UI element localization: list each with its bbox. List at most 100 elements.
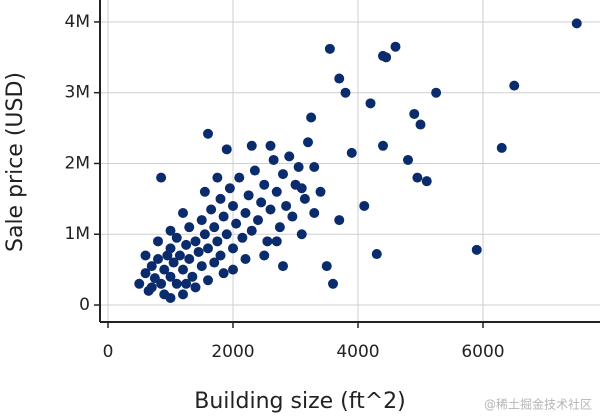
point	[265, 204, 276, 215]
point	[299, 193, 310, 204]
point	[359, 200, 370, 211]
point	[287, 211, 298, 222]
point	[271, 236, 282, 247]
point	[140, 268, 151, 279]
point	[156, 172, 167, 183]
point	[306, 112, 317, 123]
point	[212, 236, 223, 247]
point	[174, 250, 185, 261]
point	[431, 87, 442, 98]
point	[421, 176, 432, 187]
point	[199, 186, 210, 197]
point	[278, 169, 288, 180]
point	[190, 236, 201, 247]
point	[259, 179, 270, 190]
point	[206, 204, 217, 215]
point	[196, 215, 207, 226]
point	[571, 18, 582, 29]
point	[190, 282, 201, 293]
y-axis-label: Sale price (USD)	[3, 72, 28, 252]
point	[234, 172, 245, 183]
point	[193, 246, 204, 257]
point	[246, 225, 257, 236]
point	[246, 140, 257, 151]
point	[196, 261, 207, 272]
point	[281, 200, 292, 211]
point	[240, 208, 251, 219]
point	[262, 236, 273, 247]
point	[215, 250, 226, 261]
point	[165, 225, 176, 236]
point	[296, 183, 307, 194]
y-tick-label: 4M	[65, 12, 90, 32]
point	[231, 218, 242, 229]
point	[471, 244, 482, 255]
point	[293, 162, 304, 173]
point	[221, 229, 232, 240]
point	[203, 243, 213, 254]
point	[324, 43, 335, 54]
point	[284, 151, 295, 162]
point	[228, 200, 238, 211]
point	[178, 264, 188, 275]
point	[221, 144, 232, 155]
x-tick-label: 4000	[336, 342, 379, 362]
point	[146, 261, 157, 272]
point	[403, 154, 413, 165]
point	[346, 147, 357, 158]
point	[278, 261, 288, 272]
point	[165, 292, 176, 303]
point	[256, 197, 267, 208]
point	[178, 208, 188, 219]
point	[412, 172, 423, 183]
point	[165, 271, 176, 282]
point	[237, 232, 248, 243]
point	[218, 268, 229, 279]
point	[168, 257, 179, 268]
point	[371, 249, 382, 260]
point	[378, 140, 388, 151]
point	[209, 222, 220, 233]
point	[218, 211, 229, 222]
point	[215, 193, 226, 204]
point	[199, 229, 210, 240]
point	[153, 254, 163, 265]
point	[181, 278, 192, 289]
point	[390, 41, 401, 52]
x-tick-label: 2000	[211, 342, 254, 362]
point	[509, 80, 520, 91]
point	[159, 264, 170, 275]
point	[271, 186, 282, 197]
point	[184, 222, 195, 233]
point	[146, 282, 157, 293]
point	[268, 154, 279, 165]
point	[409, 108, 420, 119]
point	[334, 215, 345, 226]
watermark: @稀土掘金技术社区	[484, 397, 592, 412]
point	[274, 222, 285, 233]
point	[321, 261, 332, 272]
point	[328, 278, 338, 289]
point	[253, 215, 263, 226]
point	[171, 278, 182, 289]
point	[265, 140, 276, 151]
x-tick-label: 0	[103, 342, 114, 362]
point	[209, 257, 220, 268]
point	[156, 278, 167, 289]
point	[243, 190, 254, 201]
point	[240, 254, 251, 265]
point	[303, 137, 313, 148]
y-tick-label: 2M	[65, 153, 90, 173]
x-tick-label: 6000	[461, 342, 504, 362]
point	[184, 254, 195, 265]
point	[415, 119, 426, 130]
point	[203, 275, 213, 286]
point	[228, 243, 238, 254]
point	[187, 271, 198, 282]
point	[496, 142, 507, 153]
y-tick-label: 0	[79, 295, 90, 315]
point	[334, 73, 345, 84]
point	[381, 52, 392, 63]
point	[365, 98, 376, 109]
point	[296, 229, 307, 240]
